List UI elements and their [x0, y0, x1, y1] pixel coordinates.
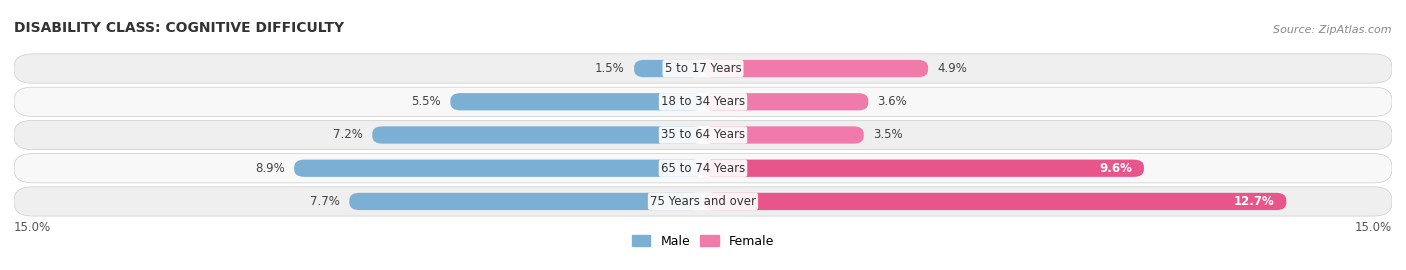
Text: 8.9%: 8.9% [256, 162, 285, 175]
FancyBboxPatch shape [294, 160, 703, 177]
FancyBboxPatch shape [14, 54, 1392, 83]
FancyBboxPatch shape [14, 154, 1392, 183]
Text: 18 to 34 Years: 18 to 34 Years [661, 95, 745, 108]
Text: 7.7%: 7.7% [311, 195, 340, 208]
Text: 7.2%: 7.2% [333, 129, 363, 141]
FancyBboxPatch shape [373, 126, 703, 144]
FancyBboxPatch shape [634, 60, 703, 77]
Text: 75 Years and over: 75 Years and over [650, 195, 756, 208]
Text: 3.6%: 3.6% [877, 95, 907, 108]
Text: 65 to 74 Years: 65 to 74 Years [661, 162, 745, 175]
Text: 9.6%: 9.6% [1099, 162, 1132, 175]
Text: 15.0%: 15.0% [1355, 221, 1392, 234]
Text: DISABILITY CLASS: COGNITIVE DIFFICULTY: DISABILITY CLASS: COGNITIVE DIFFICULTY [14, 21, 344, 35]
FancyBboxPatch shape [703, 160, 1144, 177]
Text: Source: ZipAtlas.com: Source: ZipAtlas.com [1274, 25, 1392, 35]
FancyBboxPatch shape [450, 93, 703, 110]
FancyBboxPatch shape [14, 87, 1392, 116]
FancyBboxPatch shape [703, 60, 928, 77]
Text: 3.5%: 3.5% [873, 129, 903, 141]
FancyBboxPatch shape [14, 120, 1392, 150]
FancyBboxPatch shape [703, 193, 1286, 210]
FancyBboxPatch shape [14, 187, 1392, 216]
Text: 12.7%: 12.7% [1234, 195, 1275, 208]
FancyBboxPatch shape [703, 93, 869, 110]
Text: 1.5%: 1.5% [595, 62, 624, 75]
Text: 35 to 64 Years: 35 to 64 Years [661, 129, 745, 141]
Text: 15.0%: 15.0% [14, 221, 51, 234]
Legend: Male, Female: Male, Female [627, 230, 779, 253]
Text: 5.5%: 5.5% [412, 95, 441, 108]
Text: 5 to 17 Years: 5 to 17 Years [665, 62, 741, 75]
FancyBboxPatch shape [703, 126, 863, 144]
FancyBboxPatch shape [349, 193, 703, 210]
Text: 4.9%: 4.9% [938, 62, 967, 75]
